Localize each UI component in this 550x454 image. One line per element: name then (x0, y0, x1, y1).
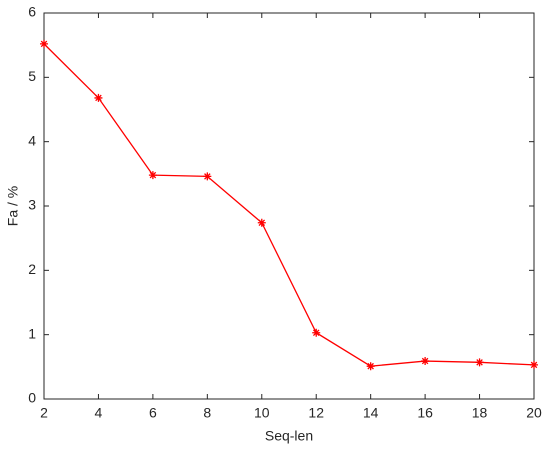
y-tick-label: 5 (28, 68, 36, 84)
x-tick-label: 8 (203, 405, 211, 421)
marker (94, 93, 103, 102)
x-tick-label: 2 (40, 405, 48, 421)
y-tick-label: 0 (28, 390, 36, 406)
y-tick-label: 1 (28, 325, 36, 341)
marker (421, 357, 430, 366)
plot-box (43, 12, 535, 400)
y-tick-label: 3 (28, 197, 36, 213)
x-tick-label: 10 (254, 405, 270, 421)
marker (148, 171, 157, 180)
marker (203, 172, 212, 181)
x-tick-label: 4 (95, 405, 103, 421)
series-line (43, 43, 535, 367)
y-tick-label: 2 (28, 261, 36, 277)
x-tick-label: 14 (363, 405, 379, 421)
marker (40, 39, 48, 48)
x-tick-label: 20 (526, 405, 542, 421)
marker (257, 218, 266, 227)
x-tick-label: 12 (308, 405, 324, 421)
x-axis-label: Seq-len (265, 428, 313, 444)
marker (312, 328, 321, 337)
x-tick-label: 16 (417, 405, 433, 421)
y-tick-label: 6 (28, 4, 36, 20)
marker (530, 360, 538, 369)
marker (366, 362, 375, 371)
marker (475, 358, 484, 367)
x-tick-label: 6 (149, 405, 157, 421)
y-axis-label: Fa / % (5, 186, 21, 226)
x-tick-label: 18 (472, 405, 488, 421)
y-tick-label: 4 (28, 132, 36, 148)
